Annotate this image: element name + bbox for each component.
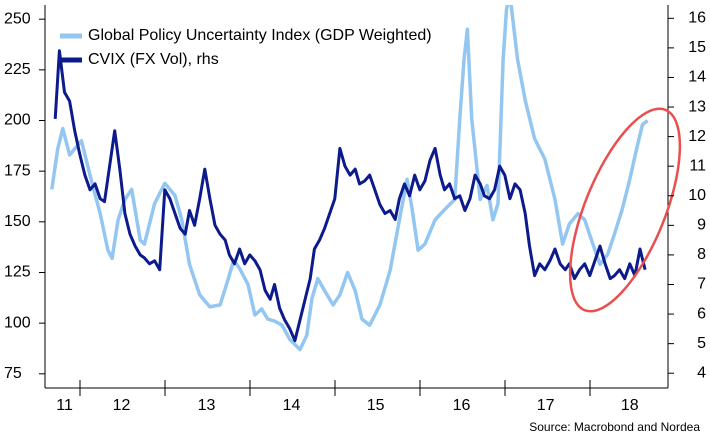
series-line	[50, 5, 649, 352]
y-tick-label: 250	[4, 10, 31, 27]
y2-tick-label: 10	[688, 187, 706, 204]
y-tick-label: 125	[4, 264, 31, 281]
series-line	[53, 49, 647, 343]
y2-tick-label: 5	[697, 335, 706, 352]
y-tick-label: 175	[4, 162, 31, 179]
source: Source: Macrobond and Nordea	[529, 420, 700, 434]
y-tick-label: 75	[4, 365, 22, 382]
y2-tick-label: 7	[697, 276, 706, 293]
x-tick-label: 13	[198, 397, 216, 414]
y-tick-label: 200	[4, 112, 31, 129]
y2-tick-label: 11	[689, 157, 706, 174]
y2-tick-label: 14	[688, 69, 706, 86]
x-tick-label: 17	[537, 397, 555, 414]
highlight-ellipse	[568, 107, 682, 313]
y2-tick-label: 4	[697, 364, 706, 381]
y2-tick-label: 15	[688, 39, 706, 56]
plot-area	[50, 5, 649, 352]
x-tick-label: 14	[283, 397, 301, 414]
y-tick-label: 100	[4, 314, 31, 331]
y2-tick-label: 6	[697, 305, 706, 322]
y2-tick-label: 12	[688, 128, 706, 145]
y-tick-label: 150	[4, 213, 31, 230]
x-tick-label: 11	[56, 397, 73, 414]
y2-tick-label: 8	[697, 246, 706, 263]
x-tick-label: 16	[453, 397, 471, 414]
legend-label: CVIX (FX Vol), rhs	[88, 51, 219, 68]
legend-label: Global Policy Uncertainty Index (GDP Wei…	[88, 27, 432, 44]
y2-tick-label: 13	[688, 98, 706, 115]
y2-tick-label: 16	[688, 10, 706, 27]
y-tick-label: 225	[4, 61, 31, 78]
x-tick-label: 18	[621, 397, 639, 414]
year-boundary-ticks	[79, 380, 591, 396]
x-tick-label: 12	[113, 397, 131, 414]
y2-tick-label: 9	[697, 217, 706, 234]
x-tick-label: 15	[367, 397, 385, 414]
